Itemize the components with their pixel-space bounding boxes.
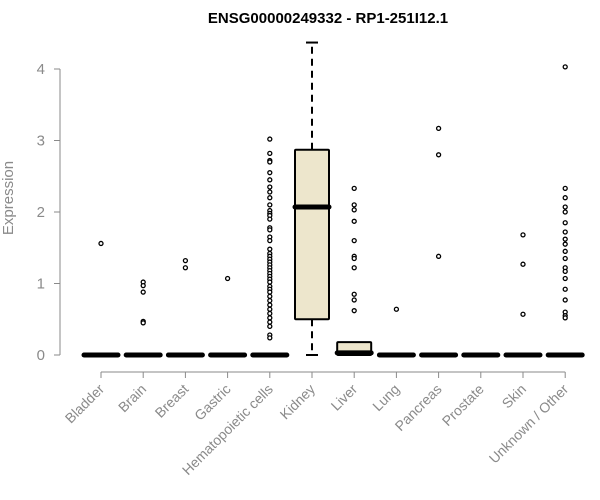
- outlier-point: [267, 159, 273, 165]
- outlier-point: [562, 248, 568, 254]
- box-group: [165, 257, 205, 358]
- outlier-point: [562, 229, 568, 235]
- outlier-point: [267, 177, 273, 183]
- outlier-point: [562, 204, 568, 210]
- y-axis-label: Expression: [0, 161, 17, 235]
- outlier-point: [351, 308, 357, 314]
- outlier-point: [267, 246, 273, 252]
- outlier-point: [182, 265, 189, 271]
- outlier-point: [351, 291, 357, 297]
- chart-title: ENSG00000249332 - RP1-251I12.1: [208, 10, 448, 27]
- outlier-point: [267, 216, 273, 222]
- box-group: [208, 275, 248, 358]
- outlier-point: [267, 136, 273, 142]
- box-group: [334, 185, 374, 357]
- x-tick-label: Bladder: [62, 381, 108, 427]
- outlier-point: [351, 202, 357, 208]
- box-group: [250, 136, 290, 358]
- outlier-point: [140, 320, 146, 326]
- x-tick-label: Skin: [499, 381, 530, 412]
- outlier-point: [435, 253, 442, 259]
- outlier-point: [351, 237, 357, 244]
- outlier-point: [267, 310, 273, 317]
- y-tick-label: 4: [37, 61, 45, 78]
- box-series: [81, 41, 585, 358]
- outlier-point: [562, 268, 568, 274]
- box-group: [81, 240, 121, 358]
- outlier-point: [562, 241, 568, 247]
- box-group: [419, 125, 459, 358]
- outlier-point: [267, 293, 273, 300]
- y-tick-label: 1: [37, 276, 45, 293]
- outlier-point: [267, 335, 273, 341]
- outlier-point: [351, 265, 357, 271]
- outlier-point: [267, 170, 273, 176]
- outlier-point: [267, 202, 273, 208]
- x-tick-label: Pancreas: [392, 381, 445, 434]
- outlier-point: [267, 302, 273, 308]
- box: [294, 148, 330, 321]
- outlier-point: [267, 279, 273, 285]
- outlier-point: [267, 237, 273, 244]
- outlier-point: [267, 289, 273, 295]
- outlier-point: [351, 185, 357, 192]
- outlier-point: [435, 125, 442, 131]
- x-tick-label: Unknown / Other: [486, 381, 572, 467]
- outlier-point: [562, 236, 568, 242]
- outlier-point: [267, 315, 273, 321]
- outlier-point: [182, 257, 189, 264]
- box-group: [545, 64, 585, 358]
- x-tick-label: Lung: [369, 381, 402, 414]
- outlier-point: [267, 306, 273, 312]
- outlier-point: [140, 289, 146, 295]
- x-tick-label: Breast: [152, 381, 192, 421]
- y-tick-label: 3: [37, 133, 45, 150]
- box-group: [292, 41, 332, 356]
- outlier-point: [520, 232, 526, 238]
- y-axis: 0 1 2 3 4: [37, 61, 61, 364]
- outlier-point: [267, 195, 273, 201]
- outlier-point: [520, 261, 526, 267]
- outlier-point: [140, 282, 146, 289]
- outlier-point: [267, 189, 273, 195]
- outlier-point: [267, 323, 273, 330]
- outlier-point: [562, 209, 568, 215]
- outlier-point: [351, 218, 357, 224]
- outlier-point: [267, 298, 273, 304]
- outlier-point: [562, 64, 568, 70]
- outlier-point: [562, 220, 568, 226]
- y-tick-label: 2: [37, 204, 45, 221]
- outlier-point: [435, 152, 442, 158]
- outlier-point: [351, 207, 357, 213]
- box-group: [503, 232, 543, 358]
- outlier-point: [562, 275, 568, 282]
- outlier-point: [562, 286, 568, 292]
- outlier-point: [267, 150, 273, 157]
- x-tick-label: Kidney: [277, 381, 319, 423]
- box-group: [376, 306, 416, 358]
- x-tick-label: Prostate: [439, 381, 487, 429]
- outlier-point: [562, 195, 568, 201]
- outlier-point: [351, 297, 357, 303]
- outlier-point: [98, 240, 104, 247]
- y-tick-label: 0: [37, 347, 45, 364]
- outlier-point: [562, 185, 568, 192]
- box-group: [123, 279, 163, 358]
- outlier-point: [351, 255, 357, 262]
- outlier-point: [562, 297, 568, 303]
- x-tick-label: Liver: [328, 381, 361, 414]
- outlier-point: [267, 319, 273, 325]
- outlier-point: [267, 227, 273, 233]
- x-tick-label: Brain: [115, 381, 149, 415]
- outlier-point: [520, 311, 526, 317]
- outlier-point: [562, 315, 568, 321]
- outlier-point: [393, 306, 400, 312]
- outlier-point: [267, 184, 273, 190]
- outlier-point: [224, 275, 231, 282]
- outlier-point: [562, 255, 568, 262]
